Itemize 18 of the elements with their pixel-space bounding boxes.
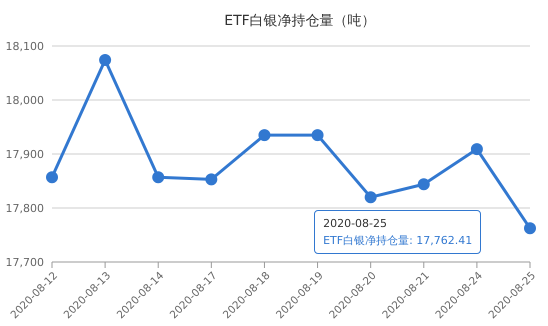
point [312,129,324,142]
point [470,143,483,156]
y-tick-label: 18,000 [6,94,44,107]
y-tick-label: 17,900 [6,148,44,161]
point [364,191,377,204]
annotation: 2020-08-25 [323,216,388,232]
y-tick-label: 18,100 [6,40,44,53]
y-tick-label: 17,800 [6,202,44,215]
point [152,171,164,184]
point [99,54,112,66]
point [524,222,536,234]
annotation: ETF白银净持仓量: 17,762.41 [323,233,472,249]
point [205,173,218,186]
chart-title: ETF白银净持仓量（吨） [223,12,377,30]
point [258,129,270,142]
point [46,171,58,184]
y-tick-label: 17,700 [6,256,44,269]
point [418,178,430,190]
